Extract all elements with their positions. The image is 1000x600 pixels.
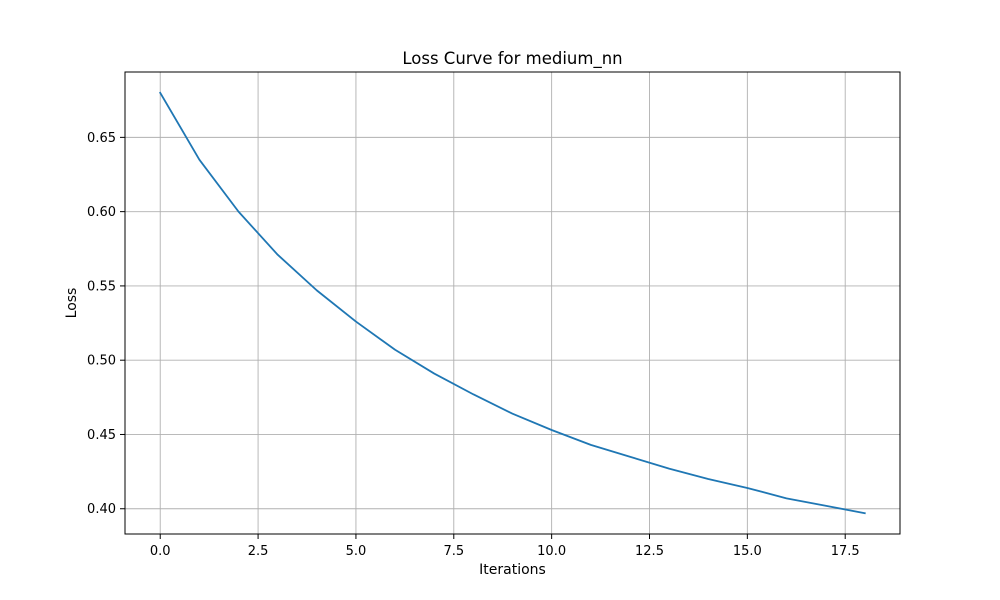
y-tick-label: 0.50 bbox=[87, 354, 116, 369]
y-tick-label: 0.60 bbox=[87, 205, 116, 220]
y-axis-title: Loss bbox=[64, 288, 80, 319]
x-tick-label: 7.5 bbox=[443, 544, 464, 559]
series-layer bbox=[158, 91, 866, 515]
y-tick-label: 0.40 bbox=[87, 502, 116, 517]
y-axis-ticks: 0.40 0.45 0.50 0.55 0.60 0.65 bbox=[87, 131, 125, 517]
x-tick-label: 17.5 bbox=[831, 544, 860, 559]
x-tick-label: 15.0 bbox=[733, 544, 762, 559]
y-grid bbox=[125, 136, 900, 510]
chart-title: Loss Curve for medium_nn bbox=[402, 49, 622, 69]
y-tick-label: 0.55 bbox=[87, 279, 116, 294]
x-tick-label: 10.0 bbox=[537, 544, 566, 559]
y-tick-label: 0.65 bbox=[87, 131, 116, 146]
y-tick-label: 0.45 bbox=[87, 428, 116, 443]
x-axis-ticks: 0.0 2.5 5.0 7.5 10.0 12.5 15.0 17.5 bbox=[150, 534, 860, 559]
x-tick-label: 2.5 bbox=[248, 544, 269, 559]
plot-frame bbox=[124, 71, 901, 535]
loss-series-line bbox=[158, 91, 866, 515]
x-tick-label: 0.0 bbox=[150, 544, 171, 559]
x-tick-label: 12.5 bbox=[635, 544, 664, 559]
x-grid bbox=[159, 72, 846, 534]
x-axis-title: Iterations bbox=[479, 562, 546, 578]
x-tick-label: 5.0 bbox=[346, 544, 367, 559]
